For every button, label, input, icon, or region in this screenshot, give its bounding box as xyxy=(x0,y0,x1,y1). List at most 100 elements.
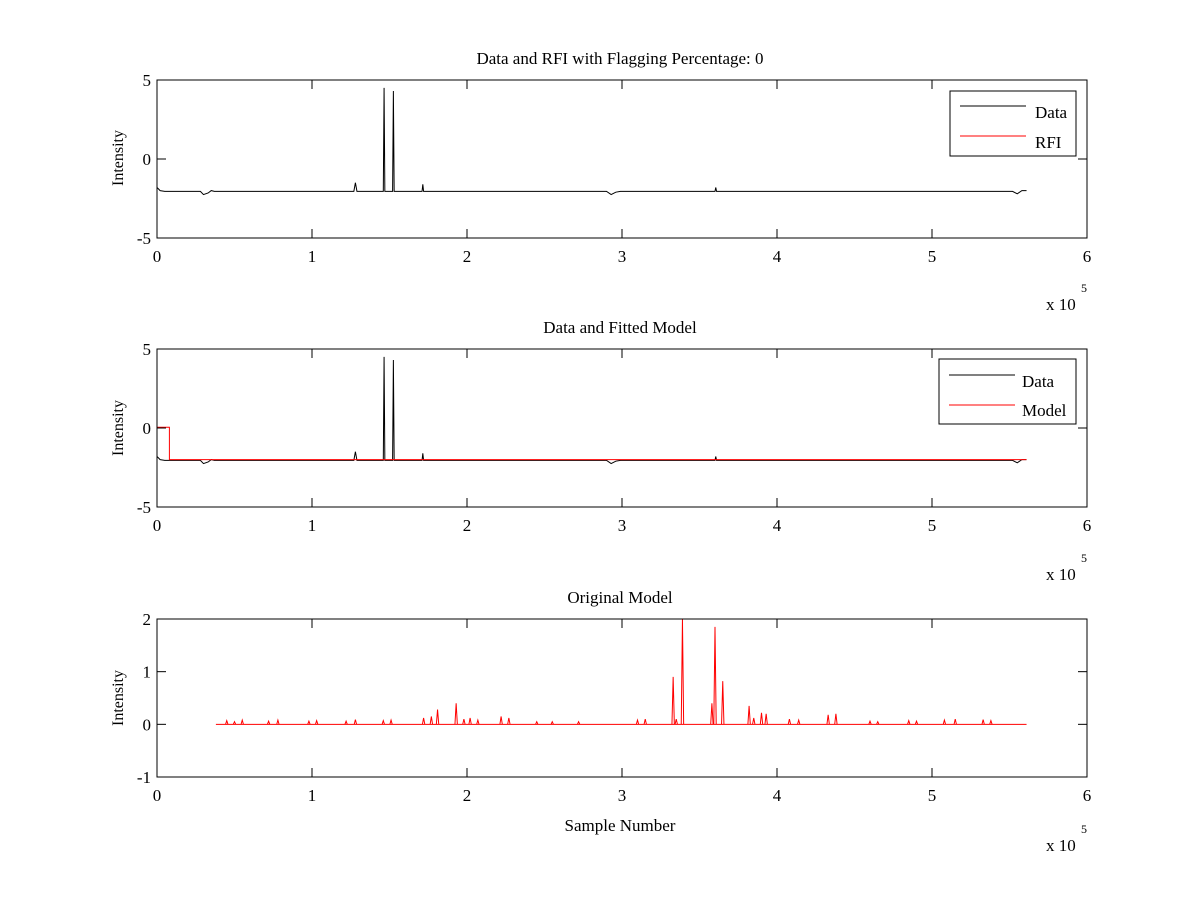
subplot-1-ylabel: Intensity xyxy=(110,130,127,186)
subplot-2-xtick-label-2: 2 xyxy=(463,516,472,535)
subplot-2-series-data-line xyxy=(156,356,1027,465)
subplot-3-series-model-spike-21 xyxy=(550,720,554,725)
subplot-3-ytick-label-3: 2 xyxy=(143,610,152,629)
subplot-3-series-model-spike-37 xyxy=(826,714,830,725)
subplot-2-legend-data-label: Data xyxy=(1022,372,1055,391)
subplot-2-series-model-line xyxy=(157,426,1027,461)
subplot-1-legend-box xyxy=(949,90,1077,157)
subplot-3-ytick-label-0: -1 xyxy=(137,768,151,787)
subplot-2-ytick-label-1: 0 xyxy=(143,419,152,438)
subplot-3-series-model-spike-22 xyxy=(576,720,581,725)
subplot-3-series-model-spike-17 xyxy=(476,718,480,725)
subplot-3-series-model-spike-23 xyxy=(635,718,640,725)
subplot-3-xtick-label-2: 2 xyxy=(463,786,472,805)
subplot-3-xtick-label-3: 3 xyxy=(618,786,627,805)
subplot-1-ytick-label-1: 0 xyxy=(143,150,152,169)
subplot-3-series-model-spike-46 xyxy=(989,719,993,725)
subplot-2-axes: 0 1 2 3 4 5 6-505 xyxy=(137,340,1091,535)
subplot-3-series-model-spike-41 xyxy=(907,719,911,725)
subplot-2-title: Data and Fitted Model xyxy=(543,318,697,337)
subplot-3-series-model-spike-8 xyxy=(353,719,358,725)
subplot-3-series-model-spike-10 xyxy=(389,718,393,725)
subplot-3-series-model-spike-44 xyxy=(953,718,957,725)
subplot-3-series-model-spike-19 xyxy=(507,717,511,725)
subplot-3-series-model-spike-38 xyxy=(834,713,838,725)
subplot-3-series-model-spike-31 xyxy=(747,705,751,725)
subplot-2-legend: Data Model xyxy=(938,358,1077,425)
subplot-3-series-model-spike-9 xyxy=(381,719,385,725)
subplot-1-axes: 0 1 2 3 4 5 6-505 xyxy=(137,71,1091,266)
subplot-1-ytick-label-2: 5 xyxy=(143,71,152,90)
subplot-2-xtick-label-6: 6 xyxy=(1083,516,1092,535)
subplot-1-xtick-label-5: 5 xyxy=(928,247,937,266)
subplot-3-series-model-spike-3 xyxy=(266,719,271,725)
subplot-1: Data and RFI with Flagging Percentage: 0… xyxy=(110,49,1091,314)
subplot-1-exponent-base: x 10 xyxy=(1046,295,1076,314)
subplot-3-series-model-spike-43 xyxy=(942,718,947,725)
subplot-3-series-model-spike-29 xyxy=(713,626,717,725)
subplot-3-series-model-spike-4 xyxy=(276,718,280,725)
subplot-3-series-model-spike-14 xyxy=(454,703,458,725)
subplot-2-legend-model-label: Model xyxy=(1022,401,1067,420)
subplot-2-ytick-label-2: 5 xyxy=(143,340,152,359)
subplot-3-series-model-spike-6 xyxy=(314,719,319,725)
subplot-3-series-model-spike-7 xyxy=(344,719,348,725)
subplot-3-series-model-spike-24 xyxy=(643,718,647,725)
subplot-3-series-model-spike-25 xyxy=(671,676,675,725)
subplot-1-legend-rfi-label: RFI xyxy=(1035,133,1062,152)
subplot-3-ytick-label-1: 0 xyxy=(143,715,152,734)
subplot-2-plot-area xyxy=(157,349,1087,507)
subplot-3-series-model-spike-26 xyxy=(674,718,678,725)
subplot-3-xtick-label-1: 1 xyxy=(308,786,317,805)
subplot-3-xtick-label-0: 0 xyxy=(153,786,162,805)
subplot-2-xtick-label-1: 1 xyxy=(308,516,317,535)
subplot-2-xtick-label-5: 5 xyxy=(928,516,937,535)
subplot-3-ylabel: Intensity xyxy=(110,670,127,726)
subplot-1-xtick-label-3: 3 xyxy=(618,247,627,266)
subplot-2-xtick-label-3: 3 xyxy=(618,516,627,535)
subplot-3-xtick-label-5: 5 xyxy=(928,786,937,805)
subplot-1-xtick-label-4: 4 xyxy=(773,247,782,266)
subplot-3-series-model-spike-16 xyxy=(468,717,472,725)
subplot-2: Data and Fitted Model Intensity 0 1 2 3 4 5 6 -… xyxy=(110,318,1091,584)
subplot-3-series-model-spike-30 xyxy=(721,681,725,725)
subplot-3-exponent-power: 5 xyxy=(1081,822,1087,836)
subplot-3-series-model-spike-34 xyxy=(764,713,768,725)
subplot-3-series-model-spike-42 xyxy=(914,719,919,725)
subplot-3-series-model-spike-33 xyxy=(759,712,764,725)
subplot-3-series-model-spike-1 xyxy=(232,720,237,725)
subplot-1-xtick-label-0: 0 xyxy=(153,247,162,266)
subplot-3-series-model-spike-39 xyxy=(868,719,872,725)
subplot-1-exponent-power: 5 xyxy=(1081,281,1087,295)
subplot-3-series-model-spike-13 xyxy=(435,709,440,725)
subplot-1-xtick-label-2: 2 xyxy=(463,247,472,266)
subplot-2-exponent-power: 5 xyxy=(1081,551,1087,565)
subplot-3-title: Original Model xyxy=(567,588,673,607)
subplot-2-ylabel: Intensity xyxy=(110,400,127,456)
subplot-3-ytick-label-2: 1 xyxy=(143,663,152,682)
subplot-3-series-model-spike-2 xyxy=(240,718,244,725)
subplot-3-plot-area xyxy=(157,619,1087,777)
subplot-3-series-model-spike-18 xyxy=(499,716,503,725)
subplot-3-series-model-spike-36 xyxy=(797,718,801,725)
subplot-2-legend-box xyxy=(938,358,1077,425)
subplot-2-exponent-base: x 10 xyxy=(1046,565,1076,584)
subplot-3-xlabel: Sample Number xyxy=(565,816,676,835)
subplot-2-ytick-label-0: -5 xyxy=(137,498,151,517)
subplot-2-xtick-label-0: 0 xyxy=(153,516,162,535)
subplot-3-series-model-spike-12 xyxy=(429,716,434,725)
subplot-3-series-model-spike-40 xyxy=(876,720,880,725)
subplot-1-ytick-label-0: -5 xyxy=(137,229,151,248)
subplot-3-xtick-label-4: 4 xyxy=(773,786,782,805)
subplot-1-legend: Data RFI xyxy=(949,90,1077,157)
subplot-3-exponent-base: x 10 xyxy=(1046,836,1076,855)
subplot-2-xtick-label-4: 4 xyxy=(773,516,782,535)
subplot-3-series-model-spike-5 xyxy=(307,719,311,725)
subplot-3-xtick-label-6: 6 xyxy=(1083,786,1092,805)
subplot-1-legend-data-label: Data xyxy=(1035,103,1068,122)
subplot-1-plot-area xyxy=(157,80,1087,238)
subplot-1-series-data-line xyxy=(156,87,1027,196)
